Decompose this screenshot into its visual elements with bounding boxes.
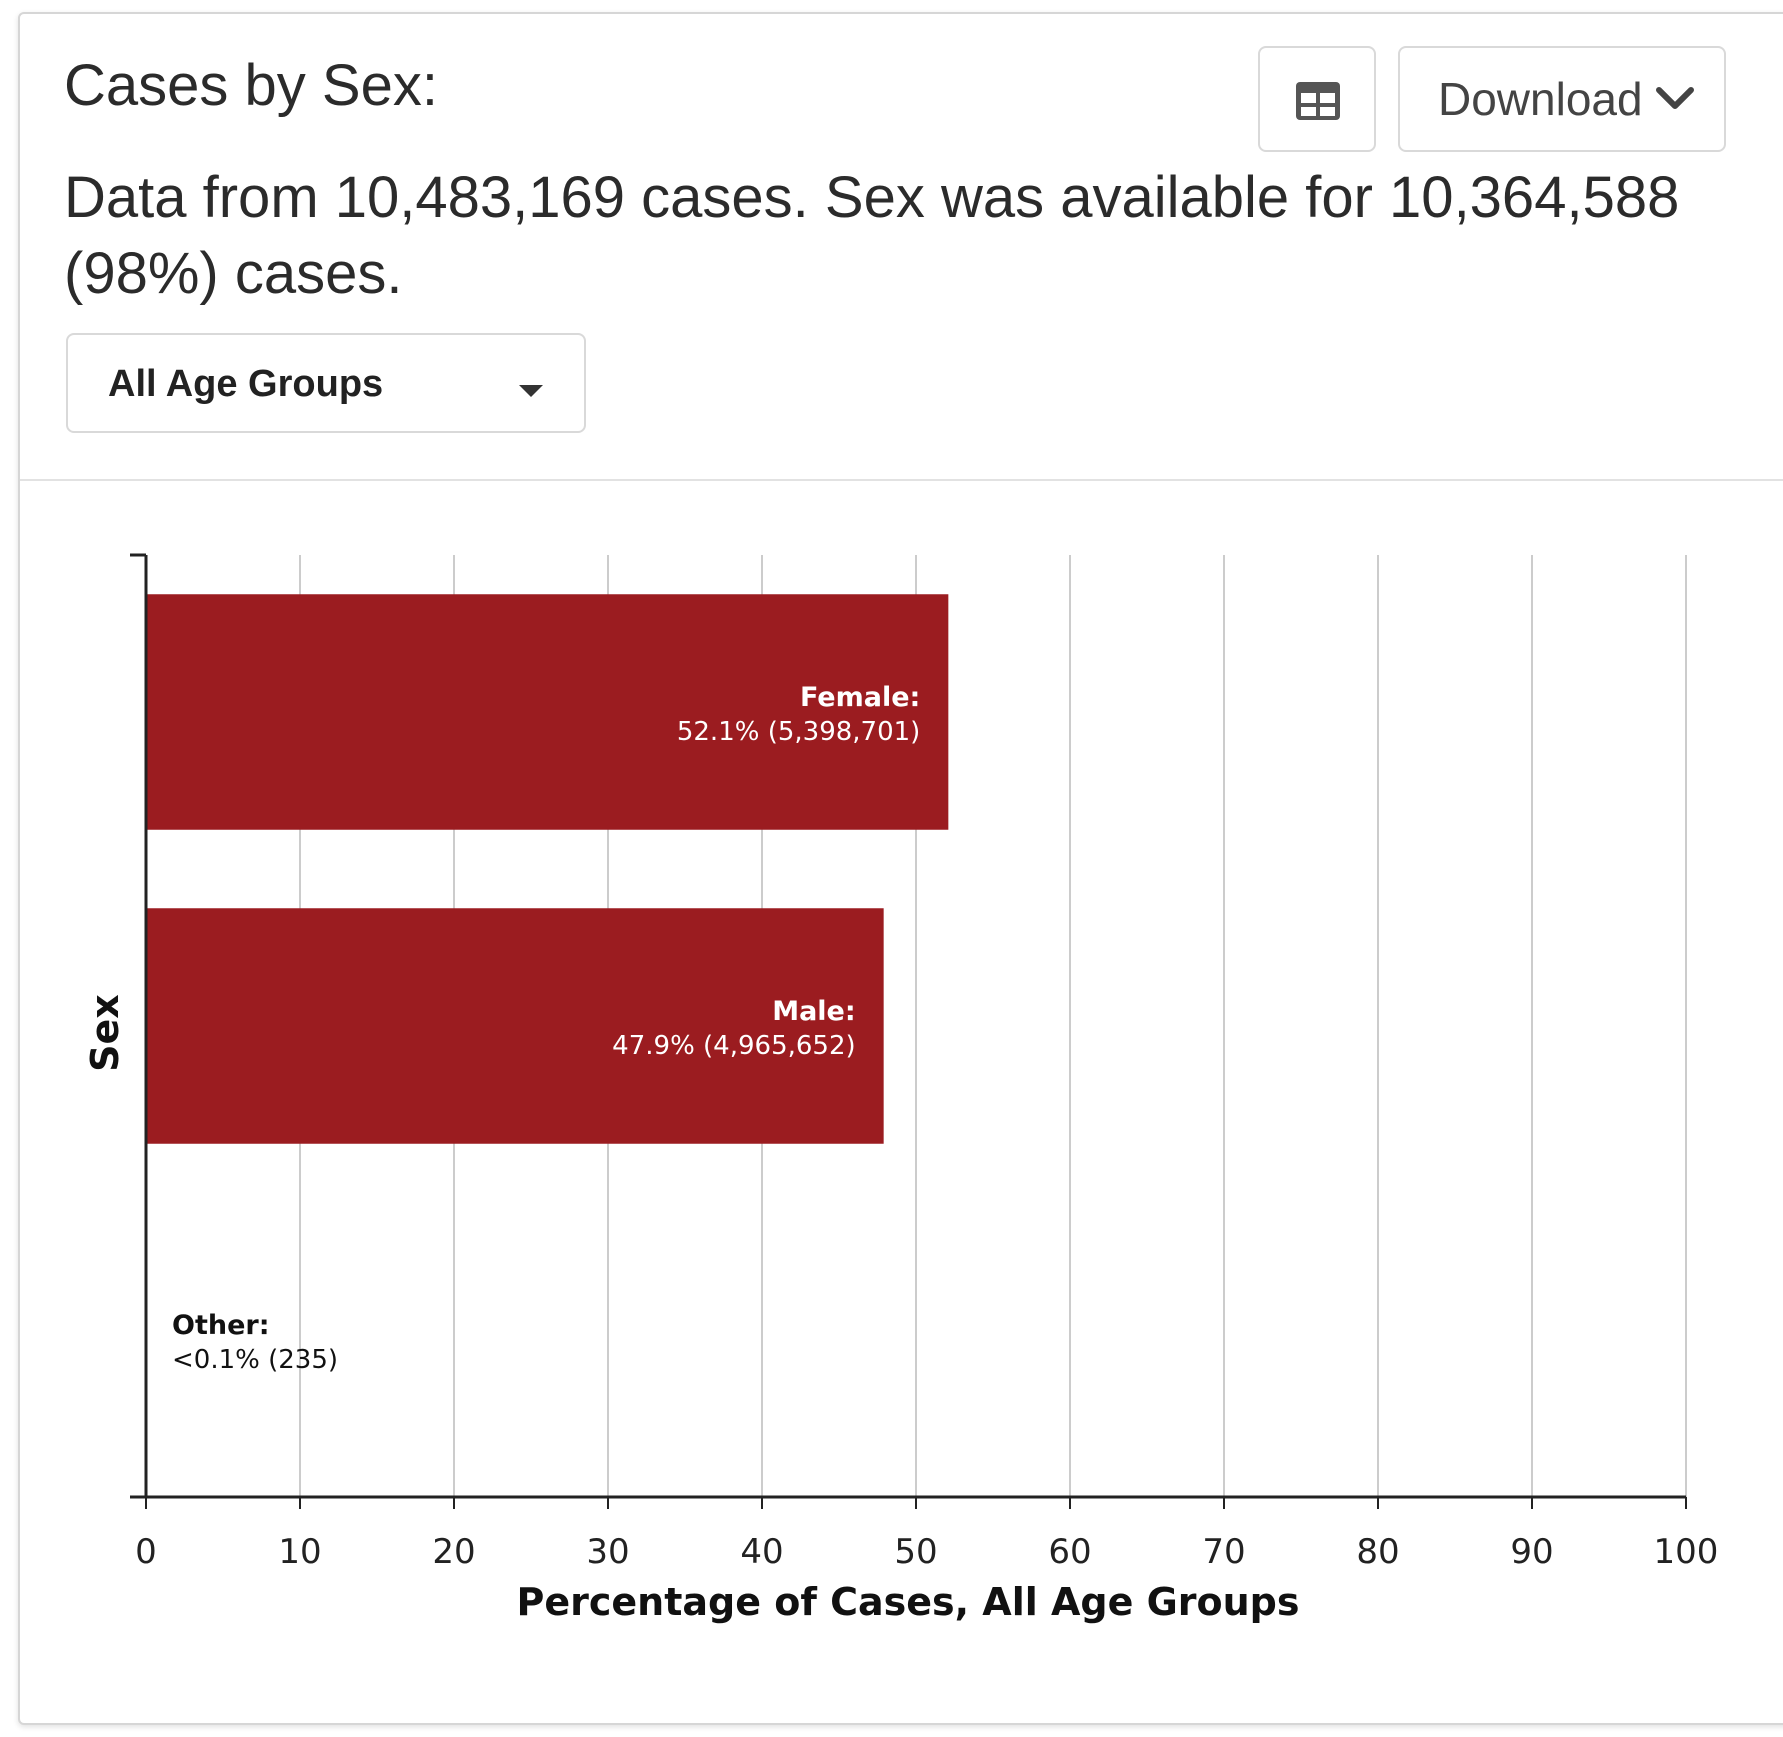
data-label-other-name: Other: — [172, 1310, 270, 1341]
x-tick-label: 30 — [586, 1532, 629, 1572]
data-label-female-value: 52.1% (5,398,701) — [677, 717, 920, 747]
caret-down-icon — [519, 385, 543, 397]
age-group-select-value: All Age Groups — [108, 363, 384, 405]
x-tick-label: 70 — [1202, 1532, 1245, 1572]
download-button[interactable]: Download — [1398, 46, 1726, 152]
section-divider — [20, 479, 1783, 481]
x-tick-label: 100 — [1654, 1532, 1719, 1572]
bar-male — [146, 908, 884, 1144]
x-tick-label: 10 — [278, 1532, 321, 1572]
table-icon — [1296, 82, 1340, 120]
data-label-female-name: Female: — [800, 682, 920, 713]
age-group-select[interactable]: All Age Groups — [66, 333, 586, 433]
x-tick-label: 90 — [1510, 1532, 1553, 1572]
x-tick-label: 40 — [740, 1532, 783, 1572]
x-tick-label: 20 — [432, 1532, 475, 1572]
data-label-male-name: Male: — [772, 996, 855, 1027]
y-axis-title: Sex — [83, 994, 127, 1072]
data-label-male-value: 47.9% (4,965,652) — [612, 1031, 855, 1061]
download-label: Download — [1438, 73, 1643, 125]
x-tick-label: 0 — [135, 1532, 157, 1572]
chart-card — [18, 12, 1783, 1725]
summary-text: Data from 10,483,169 cases. Sex was avai… — [64, 165, 1680, 306]
x-axis-title: Percentage of Cases, All Age Groups — [516, 1580, 1299, 1624]
data-label-other-value: <0.1% (235) — [172, 1345, 338, 1375]
x-tick-label: 60 — [1048, 1532, 1091, 1572]
x-tick-label: 80 — [1356, 1532, 1399, 1572]
page-title: Cases by Sex: — [64, 53, 438, 118]
table-view-button[interactable] — [1258, 46, 1376, 152]
x-tick-label: 50 — [894, 1532, 937, 1572]
chevron-down-icon — [1655, 87, 1694, 109]
bar-female — [146, 594, 949, 830]
